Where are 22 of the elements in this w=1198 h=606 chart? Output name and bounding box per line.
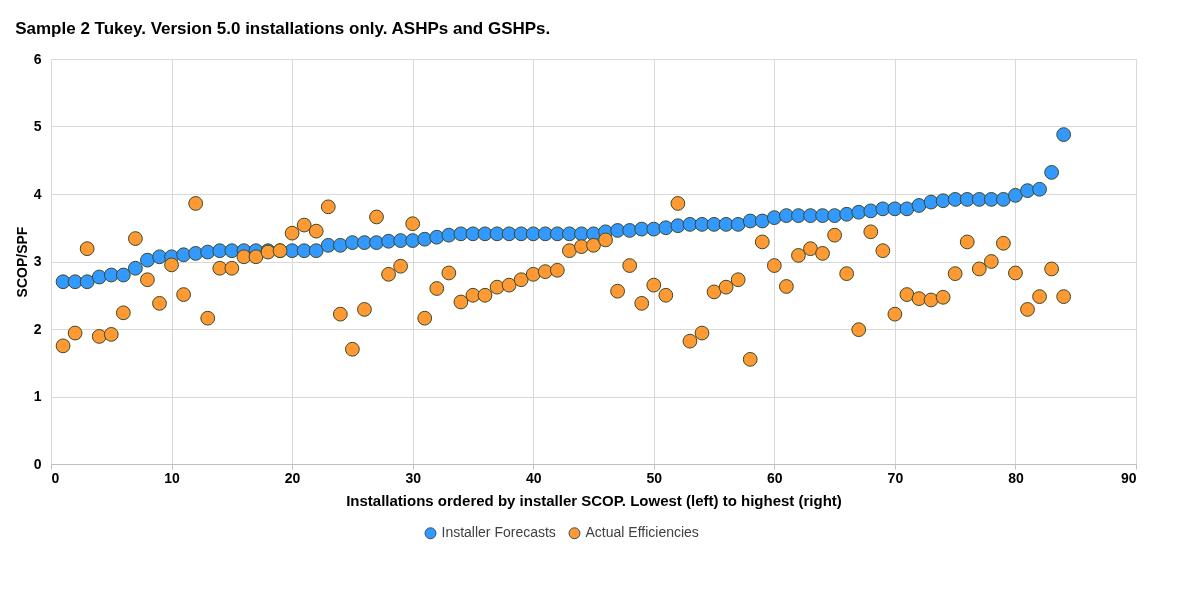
- x-tick-label: 80: [1008, 469, 1024, 486]
- y-tick-label: 5: [33, 118, 42, 134]
- x-tick-label: 60: [767, 469, 783, 486]
- y-tick-label: 3: [33, 253, 42, 269]
- x-tick-label: 90: [1120, 469, 1137, 486]
- x-tick-label: 40: [525, 469, 542, 486]
- x-tick-label: 10: [164, 469, 181, 486]
- y-tick-label: 2: [33, 320, 42, 337]
- x-tick-label: 20: [284, 469, 301, 486]
- x-tick-label: 30: [405, 469, 422, 486]
- x-tick-label: 0: [51, 469, 60, 486]
- y-tick-label: 4: [33, 185, 42, 202]
- x-axis-title: Installations ordered by installer SCOP. Lowest (left) to highest (right): [346, 491, 842, 509]
- y-tick-label: 1: [33, 388, 42, 404]
- y-axis-title: SCOP/SPF: [13, 226, 30, 298]
- x-tick-label: 70: [887, 469, 904, 486]
- legend-label: Installer Forecasts: [441, 524, 556, 541]
- y-tick-label: 0: [33, 455, 42, 472]
- y-tick-label: 6: [33, 50, 42, 67]
- legend-label: Actual Efficiencies: [585, 524, 699, 541]
- x-tick-label: 50: [646, 469, 663, 486]
- chart-title: Sample 2 Tukey. Version 5.0 installations only. ASHPs and GSHPs.: [15, 19, 551, 38]
